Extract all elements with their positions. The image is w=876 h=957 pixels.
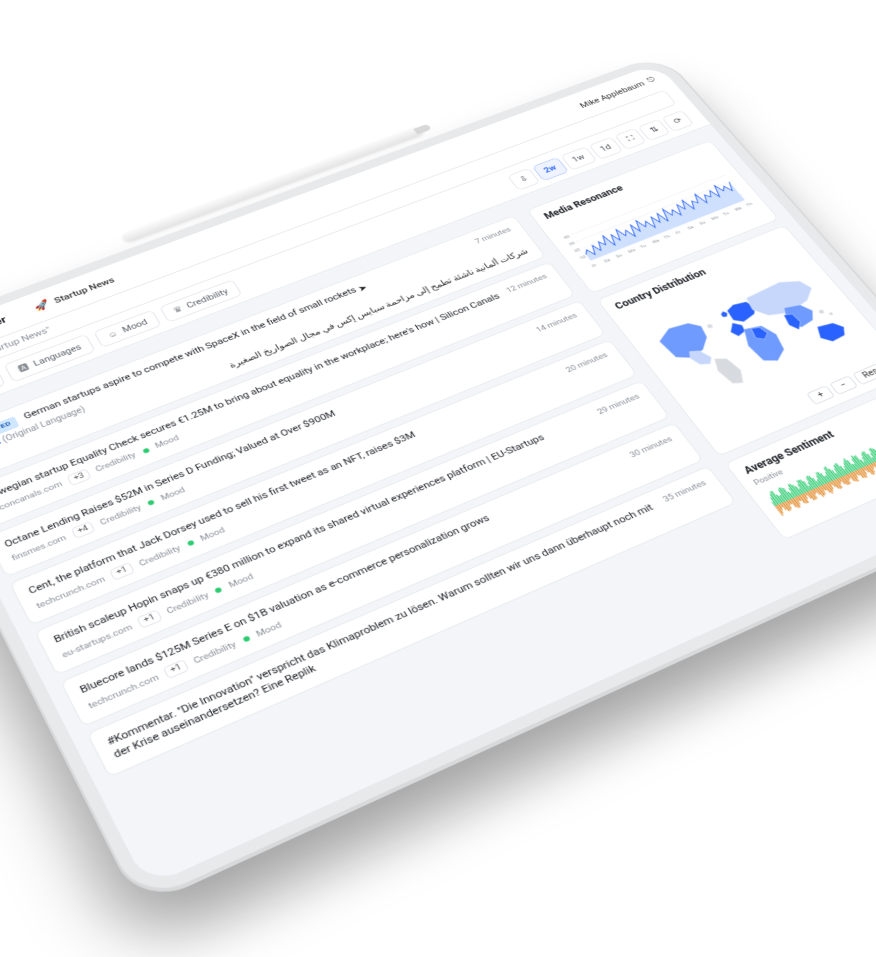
svg-text:We: We — [734, 206, 744, 212]
rocket-icon: 🚀 — [32, 298, 52, 313]
svg-text:Mo: Mo — [627, 248, 637, 255]
mood-dot-icon — [242, 636, 251, 643]
svg-text:We: We — [651, 239, 661, 246]
headline-count-badge: +1 — [163, 659, 189, 679]
sliders-icon: ⇅ — [648, 125, 661, 135]
refresh-icon: ⟳ — [671, 116, 684, 126]
mood-dot-icon — [215, 587, 223, 594]
mood-dot-icon — [186, 540, 194, 547]
svg-text:40: 40 — [562, 234, 571, 240]
cursor-icon: ➤ — [356, 283, 370, 295]
svg-text:Sa: Sa — [603, 258, 612, 264]
svg-text:Sa: Sa — [687, 225, 696, 231]
headline-count-badge: +1 — [137, 610, 163, 629]
svg-text:Fr: Fr — [675, 230, 683, 236]
shield-icon: ♛ — [171, 304, 184, 315]
mood-dot-icon — [142, 447, 150, 453]
map-zoom-out[interactable]: − — [829, 375, 858, 395]
svg-text:20: 20 — [573, 248, 582, 254]
svg-text:10: 10 — [578, 255, 587, 261]
logout-icon: ⎋ — [645, 75, 658, 85]
language-icon: 🅰 — [16, 361, 31, 374]
filter-credibility-label: Credibility — [185, 287, 231, 310]
svg-text:Tu: Tu — [722, 211, 730, 217]
focus-icon: ⛶ — [624, 134, 636, 144]
svg-text:Th: Th — [745, 202, 754, 208]
filter-mood-label: Mood — [120, 317, 149, 334]
svg-text:Th: Th — [663, 235, 672, 241]
svg-text:Su: Su — [615, 253, 624, 259]
svg-text:Fr: Fr — [591, 263, 599, 269]
svg-text:Tu: Tu — [639, 244, 648, 250]
filter-languages-label: Languages — [32, 342, 84, 368]
range-2w[interactable]: 2w — [532, 157, 569, 181]
map-zoom-in[interactable]: + — [806, 385, 835, 405]
svg-text:Mo: Mo — [710, 215, 720, 222]
svg-text:Su: Su — [698, 221, 707, 227]
download-icon: ⇩ — [517, 174, 530, 184]
mood-icon: ☺ — [105, 328, 120, 340]
svg-text:30: 30 — [567, 241, 576, 247]
mood-dot-icon — [147, 500, 155, 507]
